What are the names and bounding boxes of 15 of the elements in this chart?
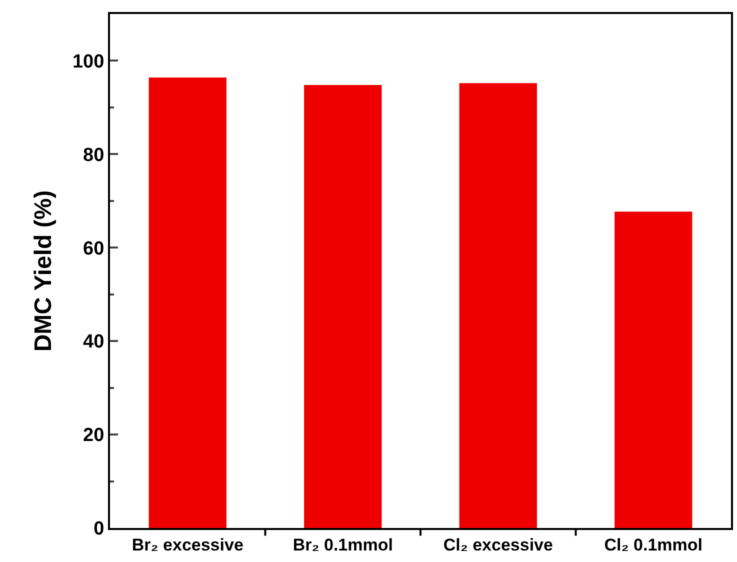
y-tick-label: 20 — [83, 425, 104, 446]
x-tick-label: Cl₂ 0.1mmol — [604, 535, 703, 554]
x-tick-label: Br₂ excessive — [132, 535, 244, 554]
x-tick-label: Br₂ 0.1mmol — [292, 535, 393, 554]
y-tick-label: 80 — [83, 144, 104, 166]
y-axis-title: DMC Yield (%) — [30, 190, 58, 352]
bar — [614, 212, 692, 528]
bar — [459, 83, 537, 528]
x-tick-label: Cl₂ excessive — [443, 535, 553, 554]
y-tick-label: 60 — [83, 238, 104, 260]
bar — [304, 85, 382, 528]
y-tick-label: 0 — [94, 518, 104, 540]
bar — [148, 78, 226, 528]
y-tick-label: 40 — [83, 332, 104, 353]
y-tick-label: 100 — [72, 51, 104, 72]
